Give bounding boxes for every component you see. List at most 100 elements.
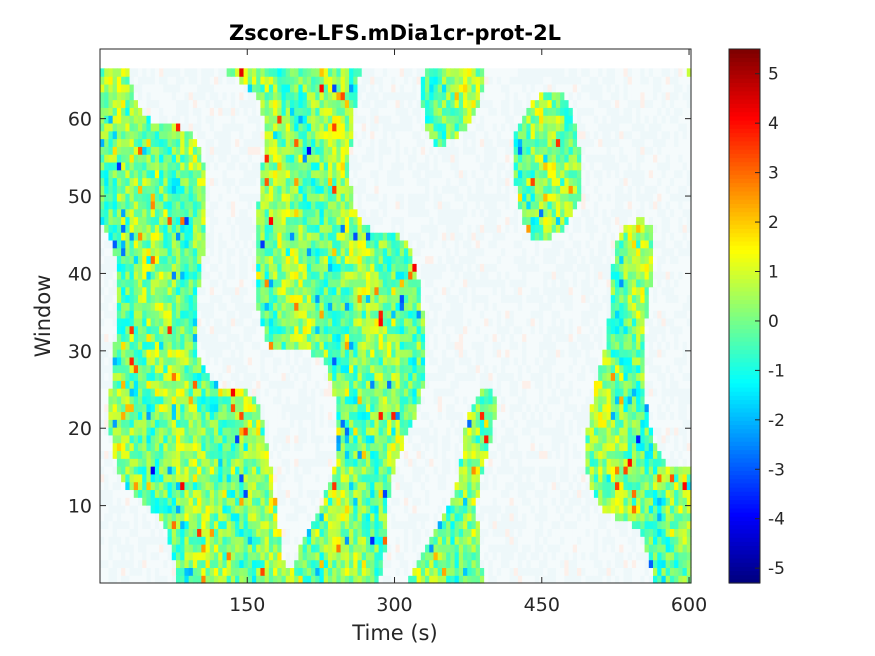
heatmap-cell bbox=[598, 512, 603, 522]
heatmap-cell bbox=[133, 473, 139, 483]
heatmap-cell bbox=[327, 349, 333, 358]
heatmap-cell bbox=[323, 427, 329, 436]
heatmap-cell bbox=[374, 466, 380, 475]
heatmap-cell bbox=[121, 481, 126, 491]
heatmap-cell bbox=[602, 427, 608, 436]
heatmap-cell bbox=[581, 551, 587, 561]
heatmap-cell bbox=[374, 364, 380, 374]
heatmap-cell bbox=[340, 302, 346, 311]
heatmap-cell bbox=[665, 497, 671, 506]
heatmap-cell bbox=[222, 349, 228, 358]
heatmap-cell bbox=[665, 466, 671, 475]
heatmap-cell bbox=[547, 356, 553, 366]
heatmap-cell bbox=[197, 372, 202, 381]
heatmap-cell bbox=[399, 388, 405, 397]
heatmap-cell bbox=[116, 466, 122, 475]
heatmap-cell bbox=[289, 466, 295, 475]
heatmap-cell bbox=[412, 356, 418, 366]
heatmap-cell bbox=[475, 317, 481, 327]
heatmap-cell bbox=[403, 544, 409, 553]
heatmap-cell bbox=[197, 403, 202, 413]
heatmap-cell bbox=[513, 341, 519, 350]
heatmap-cell bbox=[121, 528, 126, 537]
heatmap-cell bbox=[277, 473, 283, 483]
heatmap-cell bbox=[534, 528, 540, 537]
heatmap-cell bbox=[585, 434, 591, 444]
heatmap-cell bbox=[159, 403, 164, 413]
heatmap-cell bbox=[256, 395, 262, 405]
heatmap-cell bbox=[530, 333, 536, 342]
heatmap-cell bbox=[627, 364, 633, 374]
heatmap-cell bbox=[441, 341, 447, 350]
heatmap-cell bbox=[336, 356, 342, 366]
heatmap-cell bbox=[479, 466, 485, 475]
heatmap-cell bbox=[213, 380, 219, 389]
heatmap-cell bbox=[530, 512, 536, 522]
heatmap-cell bbox=[661, 349, 667, 358]
heatmap-cell bbox=[332, 317, 337, 327]
heatmap-cell bbox=[530, 489, 536, 498]
heatmap-cell bbox=[467, 575, 473, 584]
heatmap-cell bbox=[116, 364, 122, 374]
heatmap-cell bbox=[142, 567, 148, 576]
heatmap-cell bbox=[323, 419, 329, 428]
heatmap-cell bbox=[175, 544, 181, 553]
heatmap-cell bbox=[378, 403, 384, 413]
heatmap-cell bbox=[251, 372, 257, 381]
heatmap-cell bbox=[171, 466, 177, 475]
heatmap-cell bbox=[357, 442, 363, 452]
heatmap-cell bbox=[420, 364, 426, 374]
heatmap-cell bbox=[374, 520, 380, 530]
heatmap-cell bbox=[332, 388, 337, 397]
heatmap-cell bbox=[387, 411, 392, 420]
heatmap-cell bbox=[277, 395, 283, 405]
heatmap-cell bbox=[142, 427, 148, 436]
heatmap-cell bbox=[264, 567, 270, 576]
heatmap-cell bbox=[412, 544, 418, 553]
heatmap-cell bbox=[636, 505, 641, 514]
heatmap-cell bbox=[277, 450, 283, 459]
heatmap-cell bbox=[437, 575, 443, 584]
heatmap-cell bbox=[412, 364, 418, 374]
heatmap-cell bbox=[235, 559, 240, 569]
heatmap-cell bbox=[112, 536, 118, 545]
heatmap-cell bbox=[678, 505, 684, 514]
heatmap-cell bbox=[526, 544, 532, 553]
heatmap-cell bbox=[213, 349, 219, 358]
heatmap-cell bbox=[534, 317, 540, 327]
heatmap-cell bbox=[471, 427, 477, 436]
heatmap-cell bbox=[593, 481, 599, 491]
heatmap-cell bbox=[251, 473, 257, 483]
heatmap-cell bbox=[589, 364, 595, 374]
heatmap-cell bbox=[631, 310, 637, 319]
heatmap-cell bbox=[159, 364, 164, 374]
heatmap-cell bbox=[235, 450, 240, 459]
heatmap-cell bbox=[175, 388, 181, 397]
heatmap-cell bbox=[294, 528, 300, 537]
heatmap-cell bbox=[488, 317, 494, 327]
heatmap-cell bbox=[260, 388, 266, 397]
heatmap-cell bbox=[116, 559, 122, 569]
heatmap-cell bbox=[543, 536, 549, 545]
heatmap-cell bbox=[631, 434, 637, 444]
heatmap-cell bbox=[568, 575, 574, 584]
heatmap-cell bbox=[429, 536, 435, 545]
heatmap-cell bbox=[302, 364, 308, 374]
heatmap-cell bbox=[657, 458, 663, 467]
heatmap-cell bbox=[167, 497, 173, 506]
heatmap-cell bbox=[577, 349, 582, 358]
heatmap-cell bbox=[429, 450, 435, 459]
heatmap-cell bbox=[387, 427, 392, 436]
heatmap-cell bbox=[610, 520, 616, 530]
heatmap-cell bbox=[577, 434, 582, 444]
heatmap-cell bbox=[327, 559, 333, 569]
heatmap-cell bbox=[606, 395, 612, 405]
heatmap-cell bbox=[163, 356, 169, 366]
heatmap-cell bbox=[585, 372, 591, 381]
heatmap-cell bbox=[268, 325, 274, 335]
heatmap-cell bbox=[281, 427, 287, 436]
heatmap-cell bbox=[437, 380, 443, 389]
heatmap-cell bbox=[361, 388, 367, 397]
heatmap-cell bbox=[467, 442, 473, 452]
heatmap-cell bbox=[454, 512, 460, 522]
